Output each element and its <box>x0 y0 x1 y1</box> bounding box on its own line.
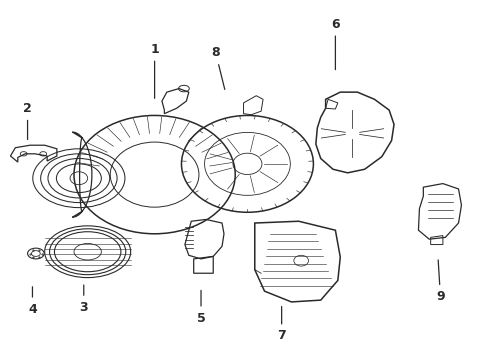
Text: 5: 5 <box>196 291 205 325</box>
Text: 9: 9 <box>436 260 445 303</box>
Text: 3: 3 <box>79 285 88 314</box>
Text: 2: 2 <box>23 102 32 140</box>
Text: 8: 8 <box>211 46 225 89</box>
Text: 4: 4 <box>28 287 37 316</box>
Text: 6: 6 <box>331 18 340 69</box>
Text: 1: 1 <box>150 42 159 98</box>
Text: 7: 7 <box>277 306 286 342</box>
